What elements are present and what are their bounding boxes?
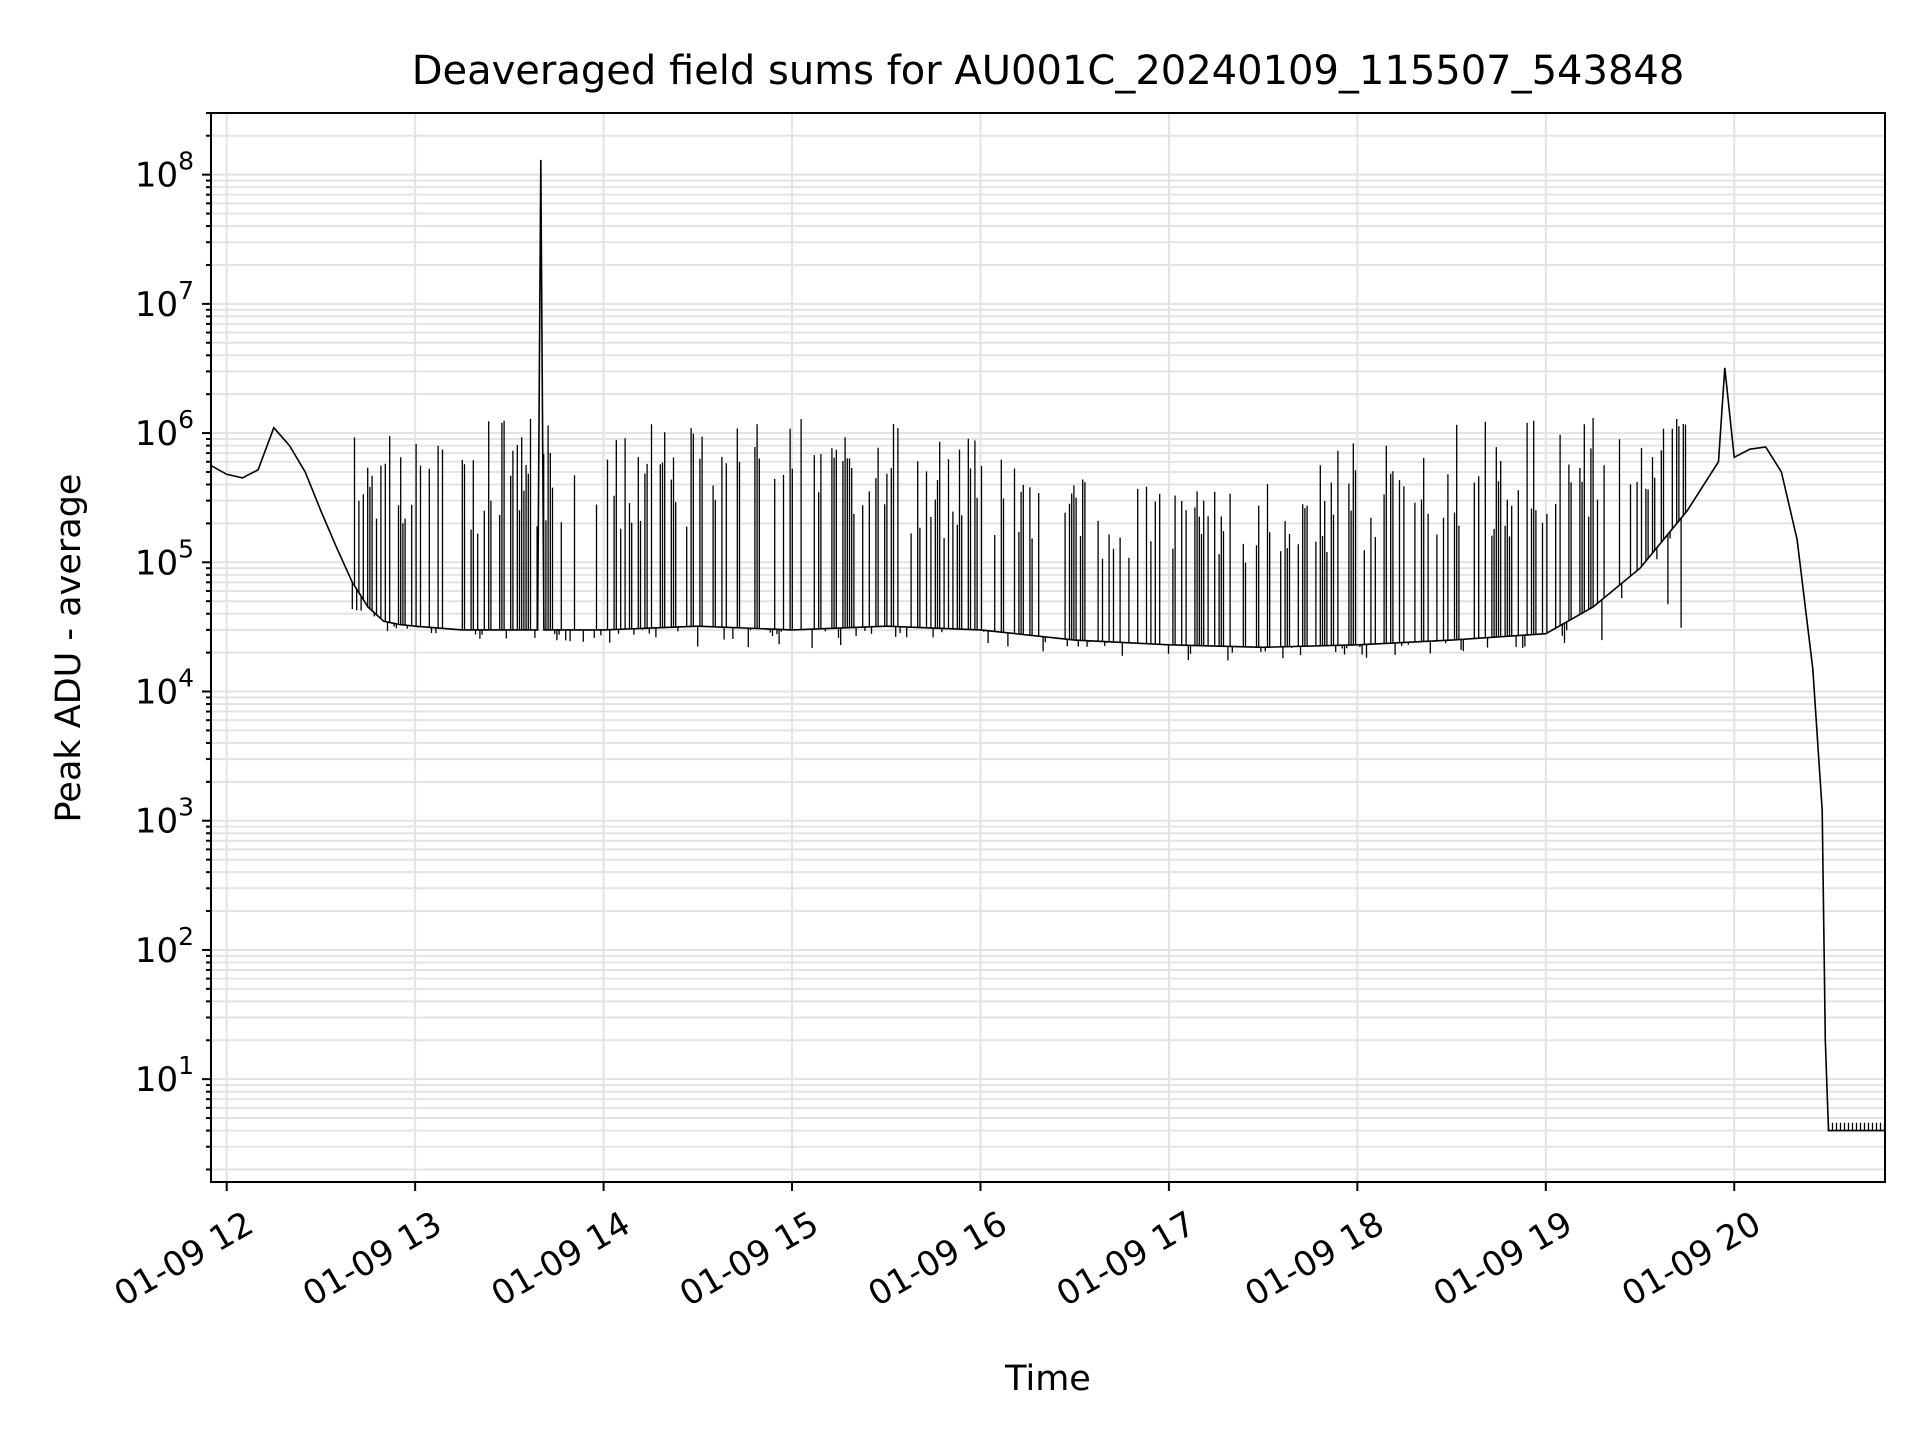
y-tick-label: 105: [135, 534, 194, 583]
series-baseline: [210, 159, 1885, 1132]
y-tick-label: 104: [135, 664, 194, 713]
y-tick-label: 101: [135, 1051, 194, 1100]
chart-title: Deaveraged field sums for AU001C_2024010…: [412, 48, 1685, 94]
x-axis-label: Time: [1004, 1359, 1091, 1399]
plot-line: [210, 159, 1886, 1132]
y-axis-label: Peak ADU - average: [49, 474, 89, 823]
y-tick-label: 108: [135, 147, 194, 196]
plot-frame: [210, 112, 1886, 1183]
grid: [211, 112, 1885, 1182]
y-tick-label: 106: [135, 405, 194, 454]
series-spikes: [351, 418, 1886, 1131]
y-tick-label: 107: [135, 276, 194, 325]
y-tick-label: 102: [135, 922, 194, 971]
y-tick-label: 103: [135, 793, 194, 842]
y-axis: 101 102 103 104 105 106 107 108: [135, 112, 211, 1171]
